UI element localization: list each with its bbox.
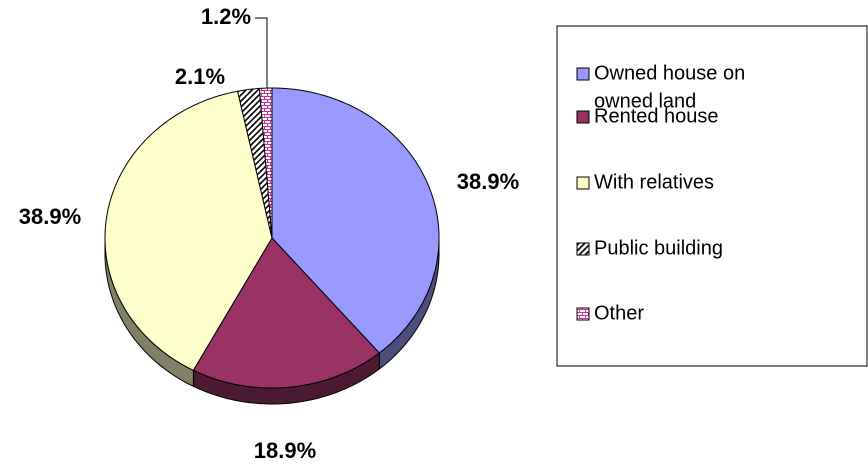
legend-label: Owned house on	[594, 62, 745, 84]
legend-label: With relatives	[594, 171, 714, 193]
value-label: 38.9%	[19, 204, 81, 229]
slice	[104, 90, 273, 371]
value-label: 38.9%	[457, 169, 519, 194]
legend-swatch	[576, 67, 590, 81]
value-label: 18.9%	[254, 438, 316, 463]
legend-swatch	[576, 307, 590, 321]
legend-swatch	[576, 110, 590, 124]
legend-swatch	[576, 176, 590, 190]
slice	[236, 87, 273, 239]
legend-label: owned land	[594, 90, 696, 112]
legend-label: Other	[594, 302, 644, 324]
value-label: 2.1%	[175, 64, 225, 89]
legend-swatch	[576, 242, 590, 256]
legend-label: Public building	[594, 237, 723, 259]
legend-box	[556, 25, 868, 367]
slice	[271, 87, 440, 354]
slice	[192, 237, 381, 389]
leader-line	[255, 17, 268, 89]
legend-label: Rented house	[594, 105, 719, 127]
value-label: 1.2%	[201, 4, 251, 29]
slice	[258, 87, 273, 239]
